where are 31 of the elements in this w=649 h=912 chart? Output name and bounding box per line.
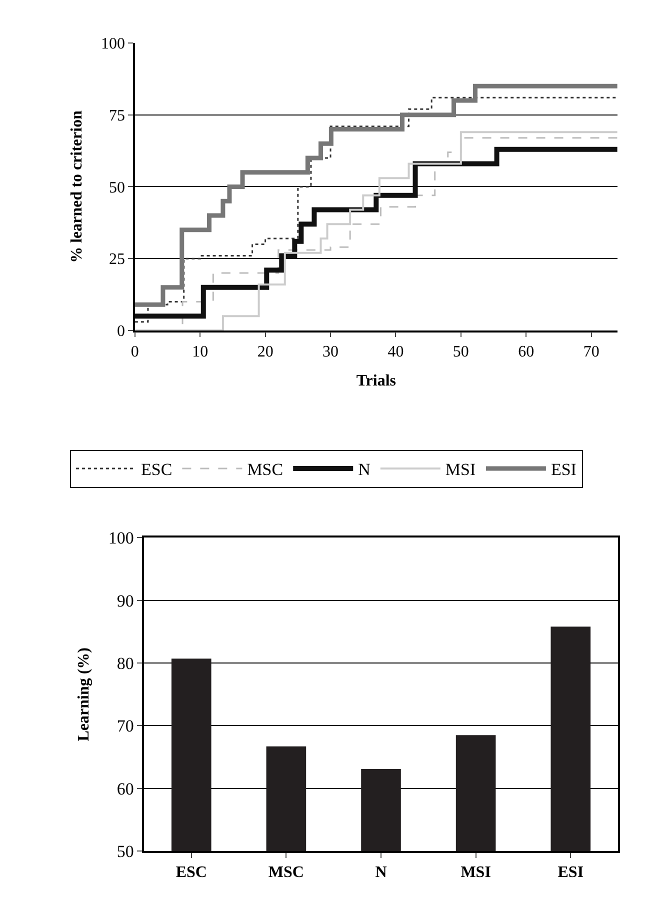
- x-tick-label: 50: [452, 343, 469, 360]
- y-tick-label: 70: [116, 716, 134, 736]
- x-tick-label: N: [375, 864, 388, 882]
- x-tick-label: ESI: [558, 864, 584, 882]
- y-tick-label: 0: [116, 323, 125, 340]
- y-tick-label: 50: [108, 179, 125, 196]
- x-axis-title: Trials: [356, 372, 396, 390]
- y-tick-label: 100: [100, 36, 125, 53]
- x-tick-label: 40: [388, 343, 404, 360]
- x-tick-label: MSI: [460, 864, 491, 882]
- x-tick-label: 10: [192, 343, 208, 360]
- x-tick-label: 20: [257, 343, 274, 360]
- y-tick-label: 75: [108, 107, 125, 124]
- x-tick-label: 70: [583, 343, 600, 360]
- y-tick-label: 25: [108, 251, 125, 268]
- legend-label: MSC: [247, 460, 284, 480]
- y-tick-label: 100: [108, 528, 134, 548]
- legend-label: ESC: [141, 460, 172, 480]
- y-axis-title: % learned to criterion: [68, 110, 86, 263]
- legend-label: MSI: [445, 460, 476, 480]
- y-tick-label: 90: [116, 591, 134, 610]
- y-tick-label: 60: [116, 779, 134, 798]
- legend-label: N: [358, 460, 370, 480]
- y-axis-title: Learning (%): [76, 647, 93, 742]
- x-tick-label: 30: [322, 343, 339, 360]
- x-tick-label: MSC: [268, 864, 304, 882]
- legend-label: ESI: [550, 460, 577, 480]
- x-tick-label: ESC: [176, 864, 207, 882]
- x-tick-label: 60: [518, 343, 534, 360]
- y-tick-label: 50: [116, 842, 134, 862]
- y-tick-label: 80: [116, 654, 134, 673]
